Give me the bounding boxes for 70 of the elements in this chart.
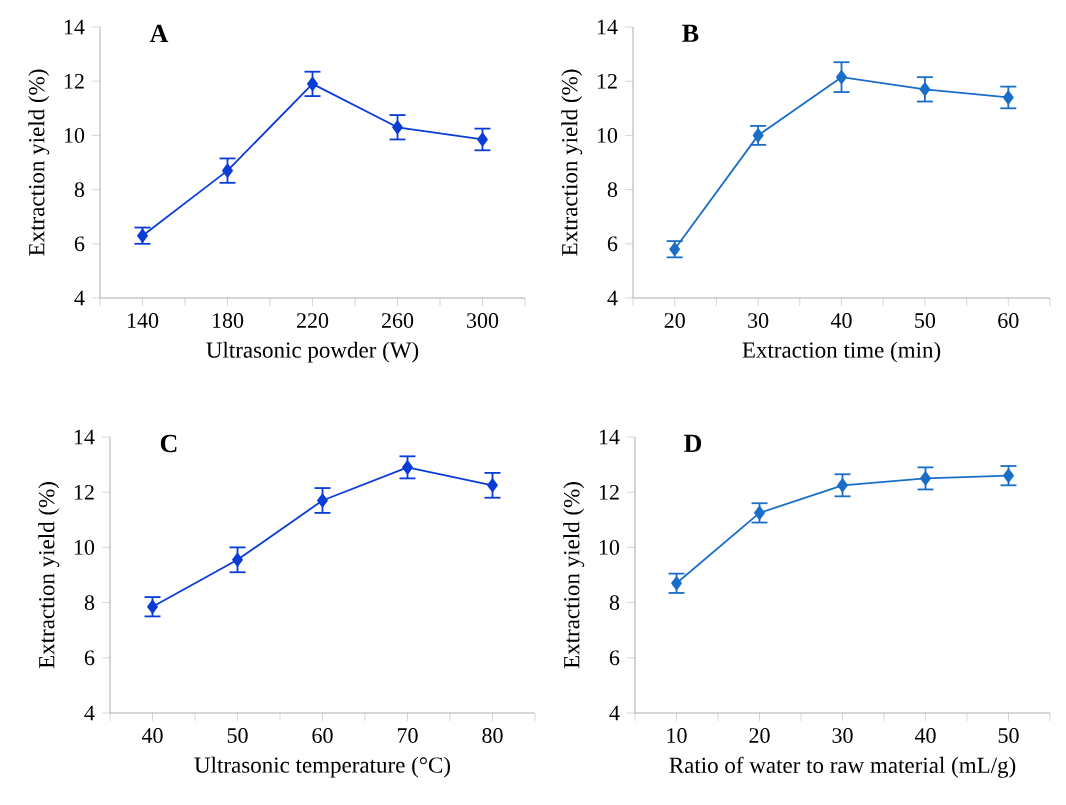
chart-title: B [682,24,699,42]
x-tick-label: 50 [998,728,1019,743]
y-tick-label: 12 [74,484,94,500]
y-tick-label: 4 [607,290,618,306]
point [837,478,848,493]
chart-title: D [684,434,702,452]
y-tick-label: 12 [64,73,84,89]
y-tick-label: 10 [599,539,620,555]
y-axis-title: Extraction yield (%) [563,482,585,669]
x-axis-title: Extraction time (min) [742,341,941,363]
x-tick-label: 50 [915,313,936,328]
y-tick-label: 4 [74,290,85,306]
y-tick-label: 6 [84,650,95,666]
y-tick-label: 6 [74,236,85,252]
y-tick-label: 8 [74,182,85,198]
point [920,471,931,486]
y-tick-label: 4 [84,705,95,721]
x-tick-label: 220 [296,313,329,328]
x-tick-label: 40 [914,728,936,743]
x-tick-label: 60 [312,728,333,743]
y-tick-label: 12 [599,484,619,500]
y-tick-label: 12 [597,73,617,89]
y-tick-label: 14 [597,19,618,35]
y-tick-label: 14 [74,429,95,445]
y-tick-label: 14 [599,429,620,445]
point [392,120,403,135]
point [836,70,847,85]
point [222,163,233,178]
point [402,460,413,475]
y-axis-title: Extraction yield (%) [38,482,60,669]
x-tick-label: 40 [141,728,163,743]
x-tick-label: 20 [664,313,685,328]
y-tick-label: 10 [74,539,95,555]
x-tick-label: 10 [667,728,687,743]
y-tick-label: 8 [84,595,95,611]
x-axis-title: Ultrasonic temperature (°C) [194,756,450,778]
y-tick-label: 6 [609,650,620,666]
x-tick-label: 30 [748,313,769,328]
x-tick-label: 300 [467,313,499,328]
chart-title: C [160,434,177,453]
x-tick-label: 70 [397,728,418,743]
x-tick-label: 140 [127,313,159,328]
y-tick-label: 6 [607,236,618,252]
y-tick-label: 8 [609,595,620,611]
point [307,77,318,91]
x-tick-label: 50 [227,728,248,743]
x-tick-label: 80 [482,728,503,743]
x-axis-title: Ratio of water to raw material (mL/g) [669,756,1016,778]
y-tick-label: 10 [64,127,85,143]
y-axis-title: Extraction yield (%) [28,69,50,256]
chart-title: A [149,24,169,42]
y-tick-label: 4 [609,705,620,721]
point [1002,90,1014,105]
y-tick-label: 8 [607,182,618,198]
x-tick-label: 40 [830,313,852,328]
x-tick-label: 30 [832,728,853,743]
y-axis-title: Extraction yield (%) [561,69,583,256]
point [754,506,765,520]
x-tick-label: 180 [212,313,244,328]
x-tick-label: 20 [749,728,770,743]
point [317,493,328,508]
x-tick-label: 60 [998,313,1019,328]
point [919,82,931,97]
y-tick-label: 14 [64,19,85,35]
point [232,552,243,567]
point [487,478,498,493]
point [477,132,488,147]
x-tick-label: 260 [381,313,414,328]
y-tick-label: 10 [597,127,618,143]
x-axis-title: Ultrasonic powder (W) [206,341,419,363]
